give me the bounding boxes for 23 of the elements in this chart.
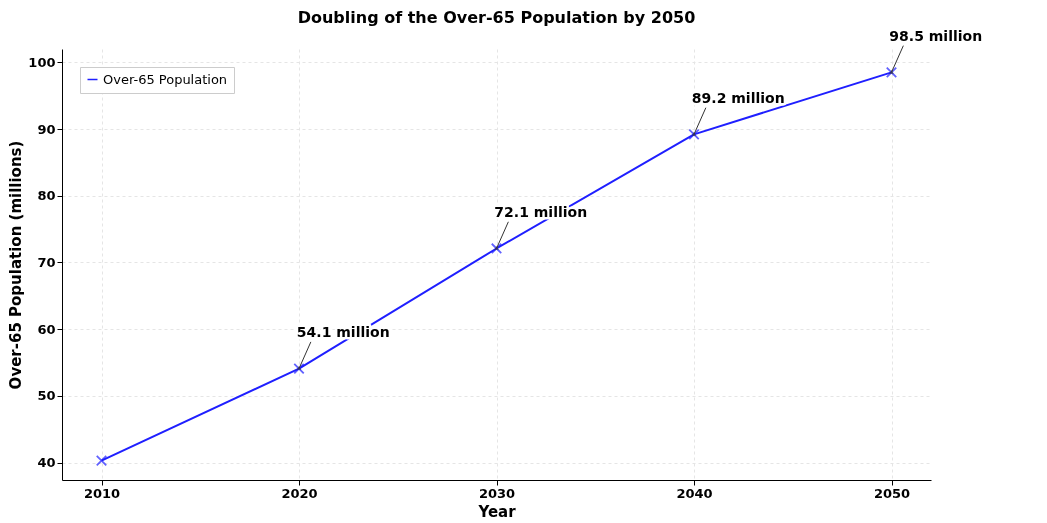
y-tick-label: 80 [37,188,56,204]
y-tick-label: 50 [37,388,56,404]
chart-title: Doubling of the Over-65 Population by 2050 [297,7,696,27]
point [293,362,305,375]
y-tick-label: 100 [28,54,56,70]
x-tick-label: 2010 [83,485,121,501]
y-tick-label: 90 [37,121,56,137]
y-tick-label: 70 [37,255,56,270]
point [688,128,700,141]
y-axis-title: Over-65 Population (millions) [7,140,26,390]
annotation: 89.2 million [691,89,785,106]
point [885,66,898,78]
annotation: 98.5 million [889,27,983,44]
legend-label: Over-65 Population [103,71,228,87]
y-tick-label: 40 [37,455,56,471]
point [490,242,503,255]
x-tick-label: 2020 [281,485,318,501]
point [95,455,108,467]
x-axis-title: Year [477,502,517,521]
x-tick-label: 2030 [478,485,516,501]
y-tick-label: 60 [37,321,56,337]
x-tick-label: 2050 [873,485,911,501]
x-tick-label: 2040 [676,485,713,501]
